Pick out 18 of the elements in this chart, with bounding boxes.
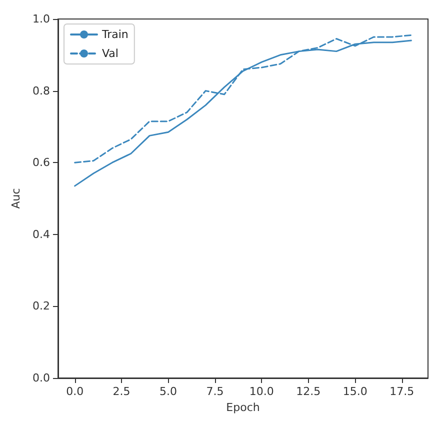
y-tick-label: 0.2	[32, 300, 50, 313]
x-tick-label: 12.5	[296, 385, 321, 398]
y-tick-label: 0.8	[32, 84, 50, 98]
x-tick-label: 15.0	[342, 385, 368, 398]
y-tick-label: 0.6	[32, 156, 50, 170]
y-tick-label: 0.4	[32, 228, 50, 241]
y-axis-title: Auc	[10, 188, 23, 209]
y-tick-label: 1.0	[32, 12, 50, 26]
legend-label: Val	[102, 47, 118, 60]
x-tick-label: 7.5	[206, 385, 224, 398]
x-tick-label: 0.0	[66, 385, 84, 398]
x-axis-title: Epoch	[226, 401, 260, 414]
x-tick-label: 10.0	[249, 385, 274, 398]
x-tick-label: 17.5	[390, 385, 414, 398]
x-tick-label: 2.5	[112, 385, 130, 398]
x-tick-label: 5.0	[160, 385, 178, 398]
legend-label: Train	[101, 28, 128, 41]
y-tick-label: 0.0	[32, 372, 50, 384]
